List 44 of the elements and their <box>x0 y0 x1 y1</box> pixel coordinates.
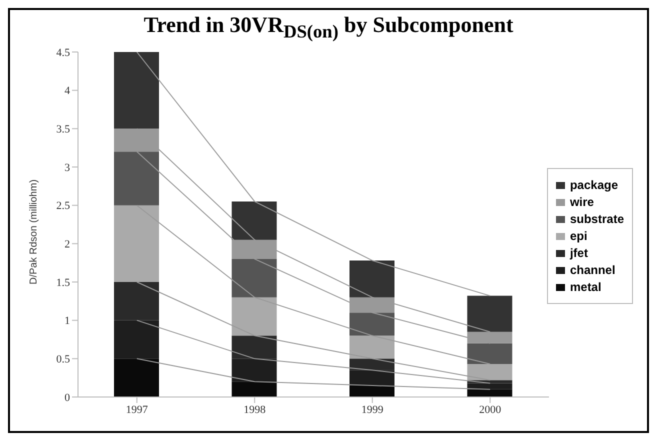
legend-label: wire <box>570 195 594 209</box>
bar <box>232 297 277 336</box>
legend-label: metal <box>570 280 602 294</box>
x-tick-label: 1999 <box>361 404 384 416</box>
y-tick-label: 3 <box>64 162 70 174</box>
bar <box>467 343 512 364</box>
y-tick-label: 0 <box>64 392 70 404</box>
bar <box>114 152 159 206</box>
bar <box>232 240 277 259</box>
y-tick-label: 2 <box>64 238 70 251</box>
y-axis-title: D/Pak Rdson (milliohm) <box>28 179 40 284</box>
bar <box>467 389 512 397</box>
bar <box>349 297 394 313</box>
bar <box>349 386 394 397</box>
bar <box>232 382 277 397</box>
legend-label: channel <box>570 263 616 277</box>
y-tick-label: 2.5 <box>56 200 70 212</box>
legend-label: epi <box>570 229 588 243</box>
y-tick-label: 0.5 <box>56 354 70 366</box>
bar <box>114 205 159 282</box>
bar <box>349 312 394 336</box>
legend-label: substrate <box>570 212 624 226</box>
x-tick-label: 1998 <box>244 404 266 416</box>
bar <box>349 336 394 359</box>
bar <box>114 128 159 152</box>
bar <box>114 358 159 397</box>
y-tick-label: 4.5 <box>56 46 70 59</box>
y-tick-label: 1.5 <box>56 276 70 289</box>
bar <box>114 52 159 129</box>
bar <box>232 259 277 298</box>
y-tick-label: 3.5 <box>56 124 70 136</box>
bar <box>467 296 512 332</box>
bar <box>467 383 512 390</box>
x-tick-label: 1997 <box>126 404 148 416</box>
bar <box>349 260 394 298</box>
y-tick-label: 1 <box>64 315 70 328</box>
legend-label: package <box>570 178 618 192</box>
bar <box>467 364 512 380</box>
y-tick-label: 4 <box>64 85 70 98</box>
x-tick-label: 2000 <box>479 404 502 416</box>
chart-title: Trend in 30VR$_{DS(on)}$ by Subcomponent <box>142 12 514 42</box>
legend-label: jfet <box>570 246 588 260</box>
bar <box>232 202 277 240</box>
bar <box>467 332 512 344</box>
